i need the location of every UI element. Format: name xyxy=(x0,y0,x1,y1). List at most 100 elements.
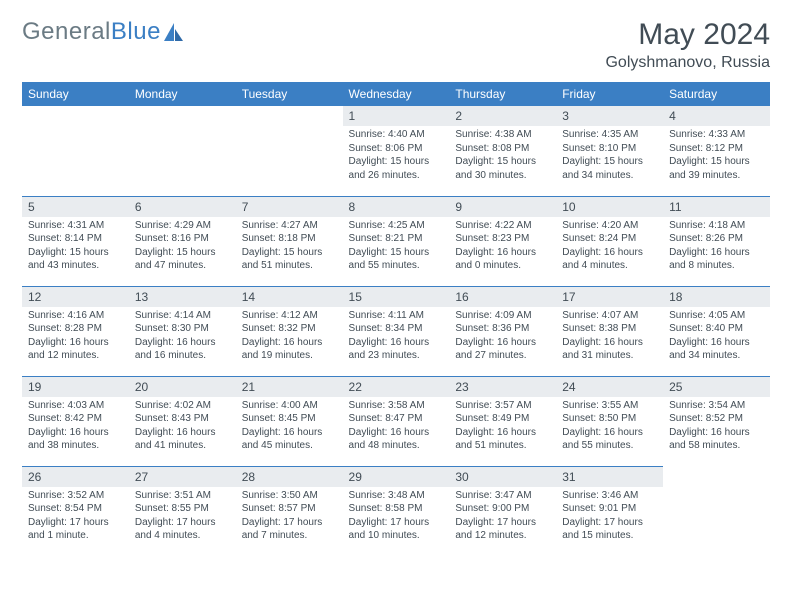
sunrise-text: Sunrise: 4:20 AM xyxy=(562,219,657,233)
calendar-cell xyxy=(129,106,236,196)
sunrise-text: Sunrise: 4:35 AM xyxy=(562,128,657,142)
sunrise-text: Sunrise: 3:54 AM xyxy=(669,399,764,413)
sunrise-text: Sunrise: 3:50 AM xyxy=(242,489,337,503)
day-number: 14 xyxy=(236,287,343,307)
day-detail: Sunrise: 4:09 AMSunset: 8:36 PMDaylight:… xyxy=(449,307,556,367)
sunset-text: Sunset: 8:36 PM xyxy=(455,322,550,336)
day-number: 29 xyxy=(343,467,450,487)
sunset-text: Sunset: 8:40 PM xyxy=(669,322,764,336)
day2-text: and 34 minutes. xyxy=(562,169,657,183)
sunset-text: Sunset: 8:26 PM xyxy=(669,232,764,246)
day-number: 9 xyxy=(449,197,556,217)
calendar-cell: 8Sunrise: 4:25 AMSunset: 8:21 PMDaylight… xyxy=(343,196,450,286)
day-number: 28 xyxy=(236,467,343,487)
day2-text: and 8 minutes. xyxy=(669,259,764,273)
sunrise-text: Sunrise: 4:09 AM xyxy=(455,309,550,323)
brand-part2: Blue xyxy=(111,18,161,46)
month-title: May 2024 xyxy=(605,18,770,52)
day-number: 18 xyxy=(663,287,770,307)
brand-logo: GeneralBlue xyxy=(22,18,185,46)
day2-text: and 1 minute. xyxy=(28,529,123,543)
sunset-text: Sunset: 8:38 PM xyxy=(562,322,657,336)
calendar-cell: 26Sunrise: 3:52 AMSunset: 8:54 PMDayligh… xyxy=(22,466,129,556)
sunrise-text: Sunrise: 4:22 AM xyxy=(455,219,550,233)
calendar-cell: 28Sunrise: 3:50 AMSunset: 8:57 PMDayligh… xyxy=(236,466,343,556)
day2-text: and 26 minutes. xyxy=(349,169,444,183)
day-detail: Sunrise: 4:18 AMSunset: 8:26 PMDaylight:… xyxy=(663,217,770,277)
day2-text: and 0 minutes. xyxy=(455,259,550,273)
sunrise-text: Sunrise: 4:27 AM xyxy=(242,219,337,233)
day2-text: and 51 minutes. xyxy=(455,439,550,453)
sunrise-text: Sunrise: 4:25 AM xyxy=(349,219,444,233)
calendar-cell: 20Sunrise: 4:02 AMSunset: 8:43 PMDayligh… xyxy=(129,376,236,466)
day-detail: Sunrise: 4:20 AMSunset: 8:24 PMDaylight:… xyxy=(556,217,663,277)
sunrise-text: Sunrise: 3:55 AM xyxy=(562,399,657,413)
day1-text: Daylight: 17 hours xyxy=(349,516,444,530)
calendar-body: 1Sunrise: 4:40 AMSunset: 8:06 PMDaylight… xyxy=(22,106,770,556)
day1-text: Daylight: 17 hours xyxy=(28,516,123,530)
calendar-cell: 17Sunrise: 4:07 AMSunset: 8:38 PMDayligh… xyxy=(556,286,663,376)
day-number: 16 xyxy=(449,287,556,307)
day2-text: and 12 minutes. xyxy=(28,349,123,363)
col-saturday: Saturday xyxy=(663,82,770,106)
calendar-cell: 16Sunrise: 4:09 AMSunset: 8:36 PMDayligh… xyxy=(449,286,556,376)
calendar-cell xyxy=(22,106,129,196)
day2-text: and 31 minutes. xyxy=(562,349,657,363)
sunrise-text: Sunrise: 4:16 AM xyxy=(28,309,123,323)
day2-text: and 4 minutes. xyxy=(562,259,657,273)
calendar-cell xyxy=(236,106,343,196)
day-number: 15 xyxy=(343,287,450,307)
sunset-text: Sunset: 8:08 PM xyxy=(455,142,550,156)
sunset-text: Sunset: 8:43 PM xyxy=(135,412,230,426)
sunset-text: Sunset: 8:14 PM xyxy=(28,232,123,246)
location-label: Golyshmanovo, Russia xyxy=(605,54,770,72)
day-number: 3 xyxy=(556,106,663,126)
day-detail: Sunrise: 4:12 AMSunset: 8:32 PMDaylight:… xyxy=(236,307,343,367)
day-header-row: Sunday Monday Tuesday Wednesday Thursday… xyxy=(22,82,770,106)
day2-text: and 38 minutes. xyxy=(28,439,123,453)
day1-text: Daylight: 15 hours xyxy=(242,246,337,260)
sunrise-text: Sunrise: 4:03 AM xyxy=(28,399,123,413)
day1-text: Daylight: 15 hours xyxy=(455,155,550,169)
day-detail: Sunrise: 3:47 AMSunset: 9:00 PMDaylight:… xyxy=(449,487,556,547)
day1-text: Daylight: 16 hours xyxy=(562,246,657,260)
day-detail: Sunrise: 4:35 AMSunset: 8:10 PMDaylight:… xyxy=(556,126,663,186)
day2-text: and 23 minutes. xyxy=(349,349,444,363)
calendar-table: Sunday Monday Tuesday Wednesday Thursday… xyxy=(22,82,770,556)
day-detail: Sunrise: 4:02 AMSunset: 8:43 PMDaylight:… xyxy=(129,397,236,457)
day-detail: Sunrise: 4:27 AMSunset: 8:18 PMDaylight:… xyxy=(236,217,343,277)
calendar-cell: 23Sunrise: 3:57 AMSunset: 8:49 PMDayligh… xyxy=(449,376,556,466)
day1-text: Daylight: 16 hours xyxy=(349,336,444,350)
day2-text: and 27 minutes. xyxy=(455,349,550,363)
sunrise-text: Sunrise: 4:12 AM xyxy=(242,309,337,323)
sunrise-text: Sunrise: 4:05 AM xyxy=(669,309,764,323)
sunset-text: Sunset: 8:54 PM xyxy=(28,502,123,516)
col-tuesday: Tuesday xyxy=(236,82,343,106)
day-number: 8 xyxy=(343,197,450,217)
day-detail: Sunrise: 3:57 AMSunset: 8:49 PMDaylight:… xyxy=(449,397,556,457)
sunset-text: Sunset: 8:47 PM xyxy=(349,412,444,426)
day-detail: Sunrise: 3:51 AMSunset: 8:55 PMDaylight:… xyxy=(129,487,236,547)
sunrise-text: Sunrise: 4:18 AM xyxy=(669,219,764,233)
sunset-text: Sunset: 8:21 PM xyxy=(349,232,444,246)
sunset-text: Sunset: 8:45 PM xyxy=(242,412,337,426)
calendar-week: 5Sunrise: 4:31 AMSunset: 8:14 PMDaylight… xyxy=(22,196,770,286)
day-detail: Sunrise: 4:14 AMSunset: 8:30 PMDaylight:… xyxy=(129,307,236,367)
day-number: 6 xyxy=(129,197,236,217)
sunset-text: Sunset: 9:01 PM xyxy=(562,502,657,516)
page-header: GeneralBlue May 2024 Golyshmanovo, Russi… xyxy=(22,18,770,72)
day-detail: Sunrise: 4:25 AMSunset: 8:21 PMDaylight:… xyxy=(343,217,450,277)
col-sunday: Sunday xyxy=(22,82,129,106)
day-number: 10 xyxy=(556,197,663,217)
sunset-text: Sunset: 8:16 PM xyxy=(135,232,230,246)
day1-text: Daylight: 15 hours xyxy=(669,155,764,169)
sunset-text: Sunset: 8:24 PM xyxy=(562,232,657,246)
day-detail: Sunrise: 3:58 AMSunset: 8:47 PMDaylight:… xyxy=(343,397,450,457)
day1-text: Daylight: 15 hours xyxy=(562,155,657,169)
day2-text: and 41 minutes. xyxy=(135,439,230,453)
day1-text: Daylight: 15 hours xyxy=(135,246,230,260)
day-number: 7 xyxy=(236,197,343,217)
day-detail: Sunrise: 3:52 AMSunset: 8:54 PMDaylight:… xyxy=(22,487,129,547)
sunrise-text: Sunrise: 3:47 AM xyxy=(455,489,550,503)
calendar-cell: 7Sunrise: 4:27 AMSunset: 8:18 PMDaylight… xyxy=(236,196,343,286)
